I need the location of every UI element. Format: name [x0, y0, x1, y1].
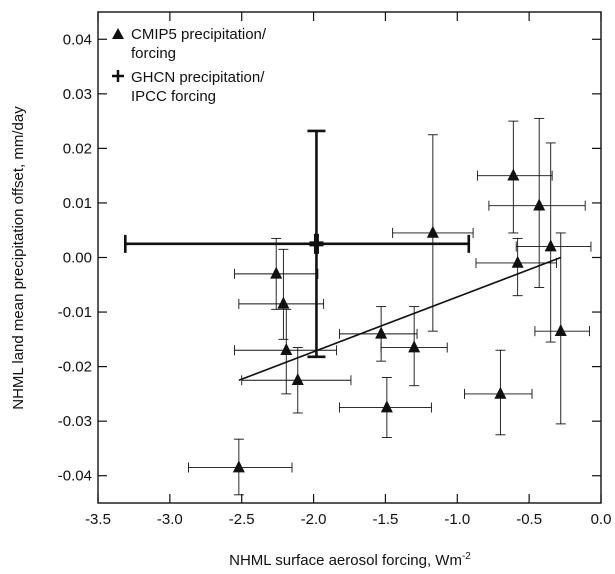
x-tick-label: -2.5	[229, 511, 255, 528]
data-point-plus-v	[313, 233, 319, 254]
legend: CMIP5 precipitation/ forcing GHCN precip…	[112, 26, 267, 105]
legend-entry-2-line-1: GHCN precipitation/	[131, 69, 265, 86]
legend-plus-marker	[112, 70, 124, 82]
data-point-triangle	[408, 340, 421, 353]
data-point-triangle	[270, 266, 283, 279]
regression-line	[238, 256, 562, 381]
x-axis-label-main: NHML surface aerosol forcing, Wm	[229, 552, 462, 569]
data-point-triangle	[277, 296, 290, 309]
data-point-triangle	[291, 373, 304, 386]
data-point-triangle	[232, 460, 245, 473]
legend-entry-1-line-1: CMIP5 precipitation/	[131, 26, 267, 43]
x-tick-label: -1.0	[444, 511, 470, 528]
data-point-triangle	[494, 386, 507, 399]
data-point-triangle	[426, 225, 439, 238]
y-tick-label: 0.00	[63, 250, 92, 267]
data-point-triangle	[507, 168, 520, 181]
data-point-triangle	[375, 326, 388, 339]
data-point-triangle	[554, 323, 567, 336]
data-point-triangle	[280, 343, 293, 356]
y-tick-label: 0.02	[63, 140, 92, 157]
data-point-triangle	[380, 400, 393, 413]
y-tick-label: 0.04	[63, 31, 92, 48]
x-axis-label: NHML surface aerosol forcing, Wm-2	[229, 551, 471, 569]
legend-entry-1-line-2: forcing	[131, 45, 176, 62]
y-tick-label: 0.03	[63, 86, 92, 103]
x-tick-label: -3.5	[85, 511, 111, 528]
y-tick-label: -0.03	[58, 413, 92, 430]
x-tick-label: -0.5	[516, 511, 542, 528]
error-bars	[124, 117, 592, 496]
legend-triangle-marker	[112, 28, 124, 39]
x-tick-label: -2.0	[301, 511, 327, 528]
y-tick-label: -0.04	[58, 468, 92, 485]
y-tick-label: -0.01	[58, 304, 92, 321]
y-axis-label: NHML land mean precipitation offset, mm/…	[10, 106, 27, 410]
data-point-triangle	[544, 239, 557, 252]
y-axis-ticks: 0.04 0.03 0.02 0.01 0.00 -0.01 -0.02 -0.03 -0.04	[58, 31, 601, 485]
x-tick-label: -3.0	[157, 511, 183, 528]
data-point-triangle	[511, 255, 524, 268]
legend-entry-2-line-2: IPCC forcing	[131, 88, 216, 105]
y-tick-label: -0.02	[58, 359, 92, 376]
x-axis-ticks: -3.5 -3.0 -2.5 -2.0 -1.5 -1.0 -0.5 0.0	[85, 12, 611, 528]
data-point-triangle	[533, 198, 546, 211]
data-markers	[232, 168, 567, 473]
x-axis-label-superscript: -2	[462, 551, 471, 562]
x-tick-label: -1.5	[372, 511, 398, 528]
x-tick-label: 0.0	[591, 511, 612, 528]
y-tick-label: 0.01	[63, 195, 92, 212]
